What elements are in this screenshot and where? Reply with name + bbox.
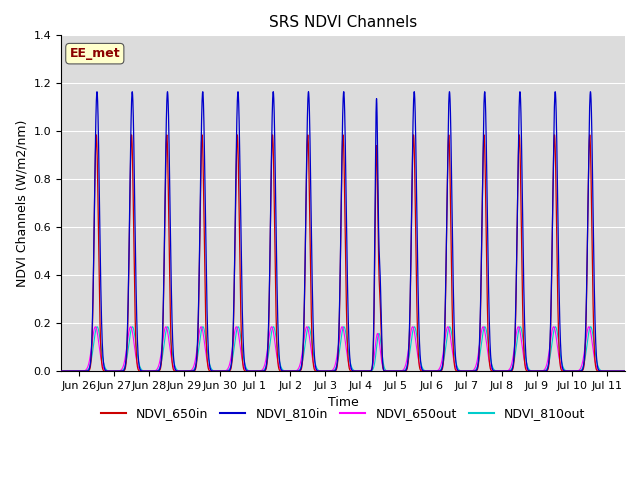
- NDVI_650out: [81, 368, 88, 373]
- NDVI_650in: [57, 368, 65, 374]
- NDVI_810in: [57, 368, 65, 374]
- NDVI_650out: [57, 368, 65, 374]
- NDVI_810in: [60, 368, 67, 374]
- NDVI_650out: [168, 356, 175, 362]
- Legend: NDVI_650in, NDVI_810in, NDVI_650out, NDVI_810out: NDVI_650in, NDVI_810in, NDVI_650out, NDV…: [95, 402, 591, 425]
- NDVI_810in: [91, 182, 99, 188]
- NDVI_810in: [591, 323, 599, 329]
- NDVI_810out: [168, 344, 175, 350]
- NDVI_650in: [591, 360, 599, 366]
- X-axis label: Time: Time: [328, 396, 358, 409]
- NDVI_650out: [591, 359, 599, 365]
- NDVI_650in: [92, 132, 100, 138]
- Y-axis label: NDVI Channels (W/m2/nm): NDVI Channels (W/m2/nm): [15, 120, 28, 287]
- NDVI_810in: [340, 89, 348, 95]
- Line: NDVI_650in: NDVI_650in: [61, 135, 625, 371]
- Text: EE_met: EE_met: [70, 47, 120, 60]
- NDVI_650out: [621, 368, 629, 374]
- NDVI_650out: [60, 368, 67, 374]
- NDVI_810out: [57, 368, 65, 374]
- Title: SRS NDVI Channels: SRS NDVI Channels: [269, 15, 417, 30]
- NDVI_810in: [621, 368, 629, 374]
- NDVI_650out: [333, 354, 340, 360]
- NDVI_810in: [81, 368, 88, 374]
- NDVI_650in: [333, 365, 340, 371]
- NDVI_650in: [81, 368, 88, 374]
- NDVI_810out: [591, 349, 599, 355]
- NDVI_650in: [91, 187, 99, 192]
- NDVI_810in: [168, 298, 175, 304]
- NDVI_810out: [91, 333, 99, 339]
- NDVI_810out: [410, 324, 418, 330]
- NDVI_810out: [81, 368, 88, 374]
- NDVI_650out: [268, 324, 275, 330]
- Line: NDVI_810out: NDVI_810out: [61, 327, 625, 371]
- NDVI_810in: [333, 363, 340, 369]
- NDVI_650in: [168, 352, 175, 358]
- NDVI_650in: [621, 368, 629, 374]
- NDVI_810out: [60, 368, 67, 374]
- NDVI_810out: [621, 368, 629, 374]
- NDVI_650out: [91, 324, 99, 330]
- Line: NDVI_650out: NDVI_650out: [61, 327, 625, 371]
- NDVI_810out: [333, 362, 340, 368]
- NDVI_650in: [60, 368, 67, 374]
- Line: NDVI_810in: NDVI_810in: [61, 92, 625, 371]
